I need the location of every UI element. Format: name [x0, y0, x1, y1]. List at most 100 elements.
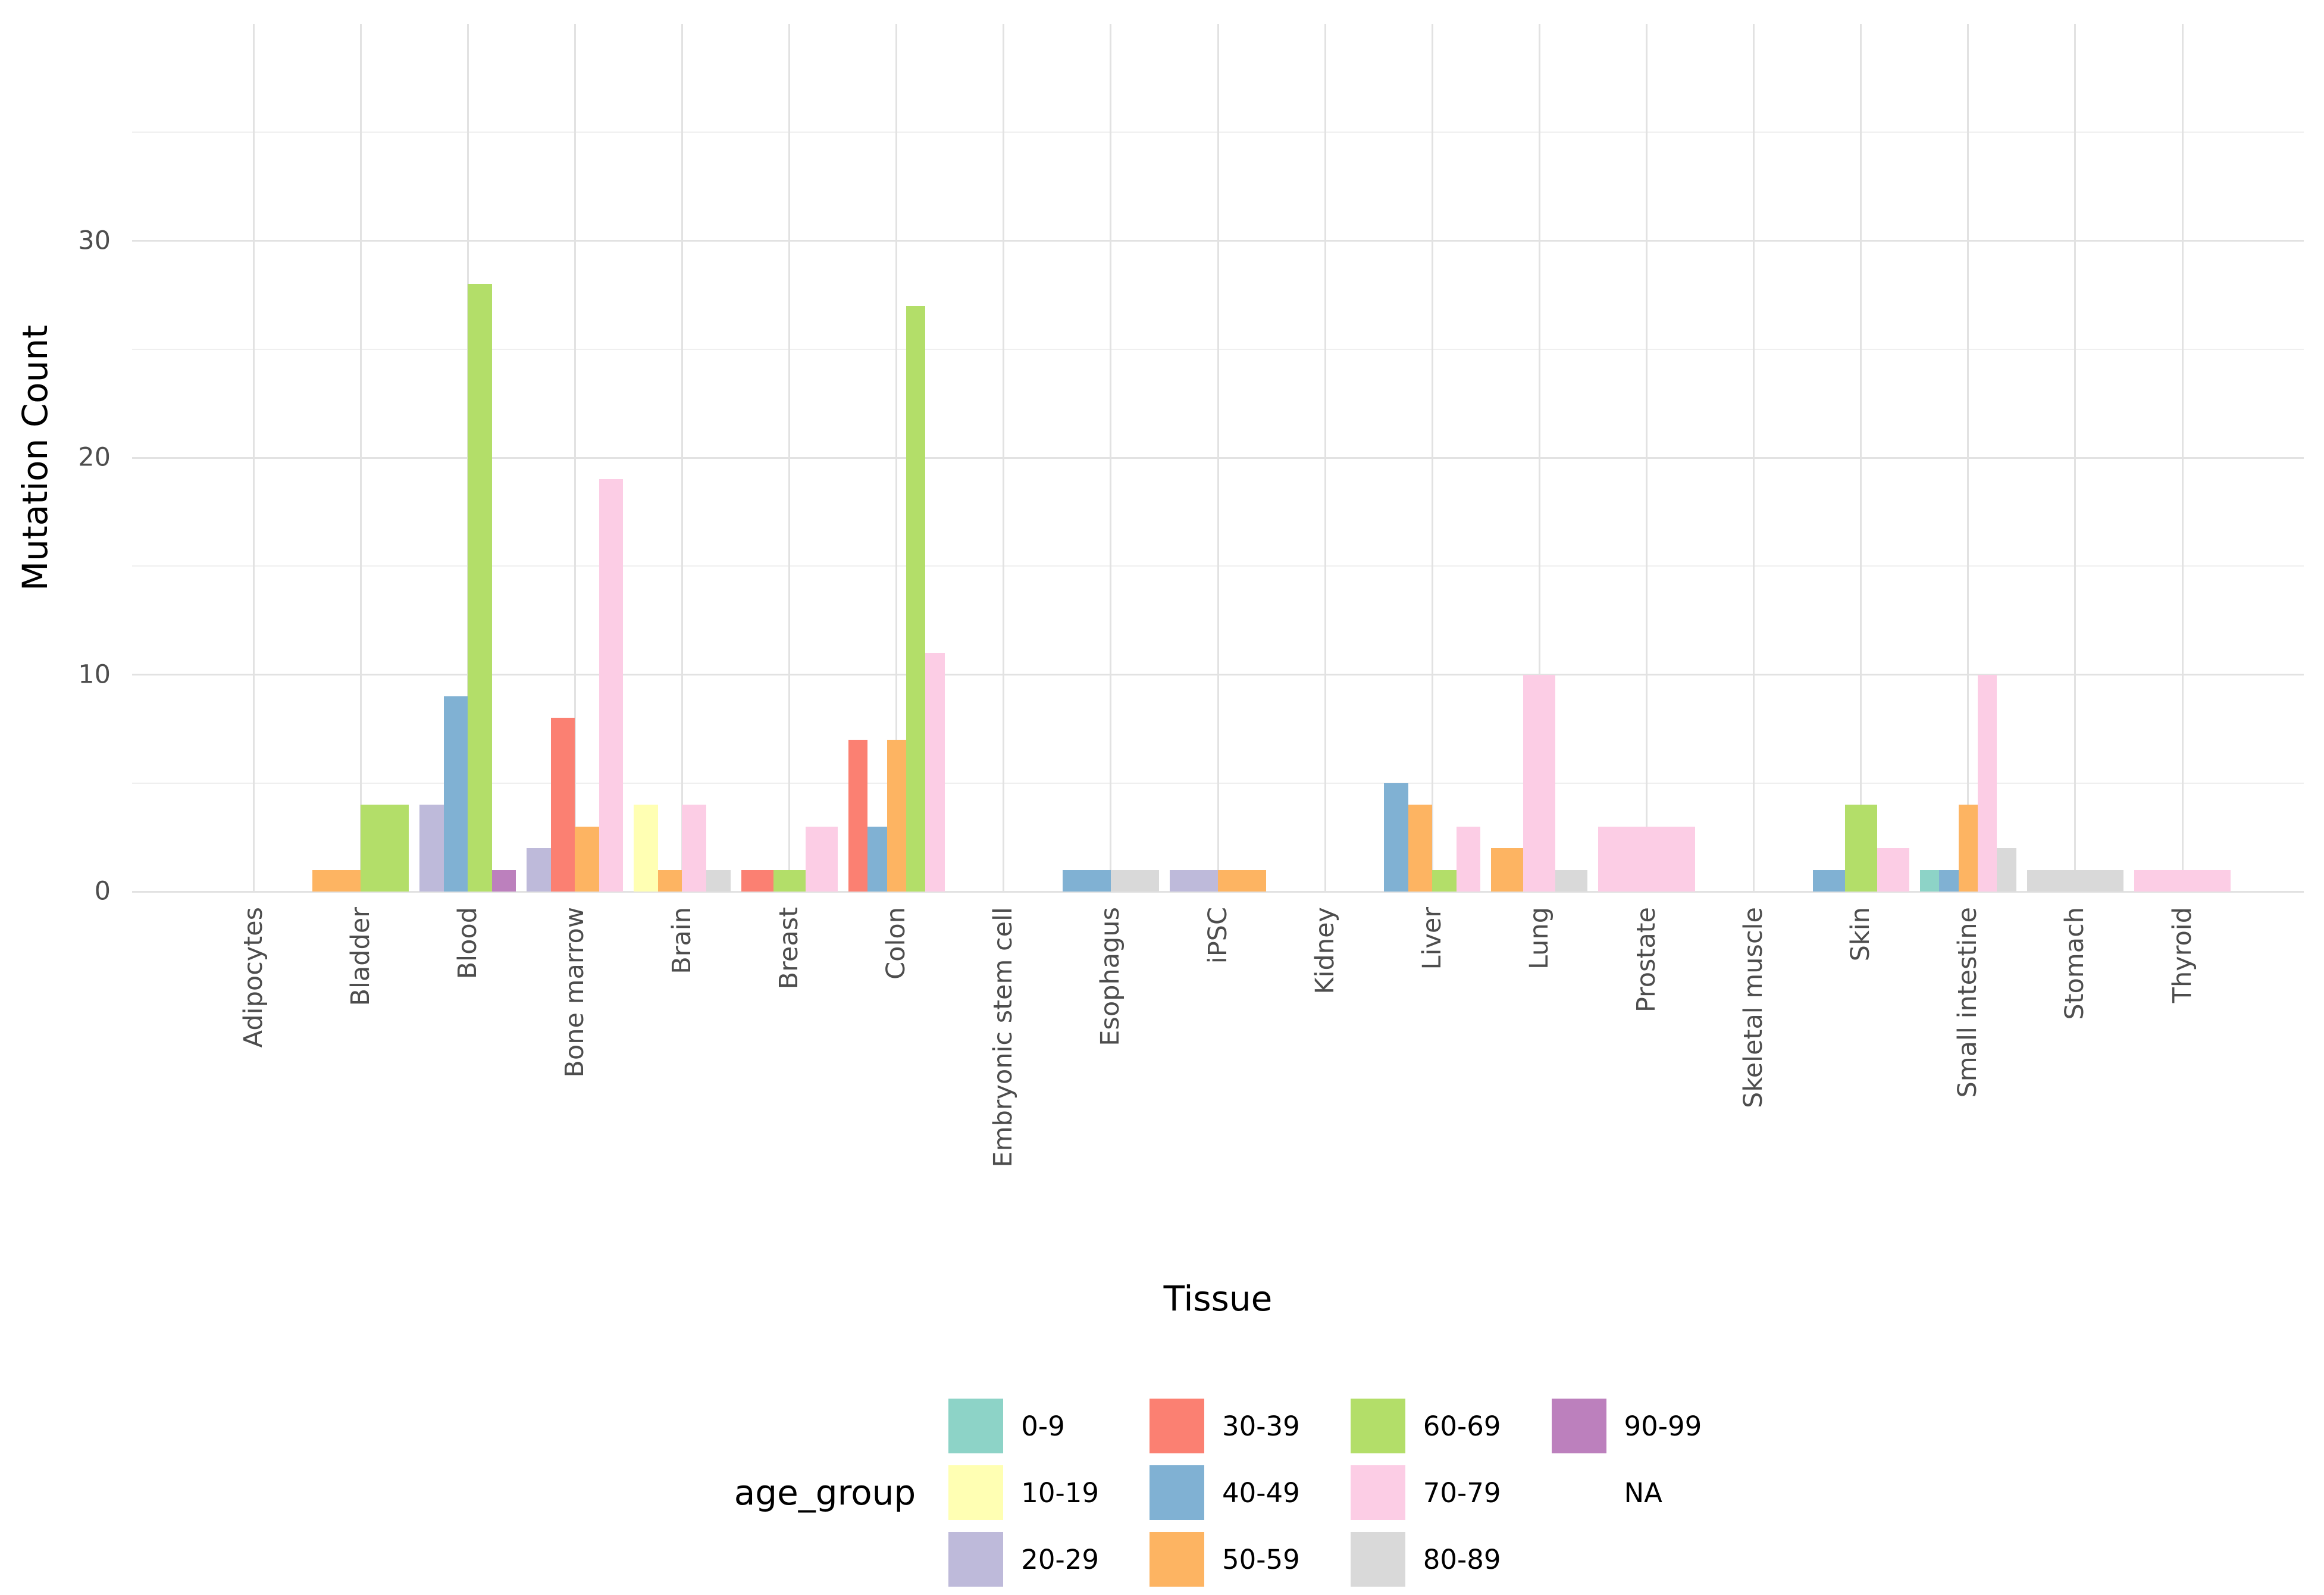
- legend-swatch-90-99: [1551, 1399, 1606, 1453]
- x-tick-label-colon: Colon: [881, 907, 912, 980]
- bar-bladder-60-69: [361, 805, 409, 892]
- x-tick-slot-colon: Colon: [843, 907, 950, 1270]
- x-tick-slot-stomach: Stomach: [2022, 907, 2129, 1270]
- bar-colon-30-39: [848, 739, 868, 892]
- bar-group-lung: [1486, 24, 1593, 892]
- x-tick-slot-liver: Liver: [1379, 907, 1486, 1270]
- bar-colon-50-59: [887, 739, 906, 892]
- legend-label-60-69: 60-69: [1423, 1410, 1501, 1442]
- legend-label-40-49: 40-49: [1221, 1477, 1300, 1509]
- legend-label-20-29: 20-29: [1021, 1543, 1099, 1575]
- legend: age_group 0-9 10-19 20-29 30-39 40-49 50-59 60…: [132, 1399, 2304, 1587]
- bar-liver-60-69: [1432, 870, 1457, 892]
- category-slot-bladder: [307, 24, 414, 892]
- bar-group-thyroid: [2129, 24, 2236, 892]
- x-tick-slot-bone-marrow: Bone marrow: [521, 907, 628, 1270]
- legend-swatch-50-59: [1149, 1532, 1204, 1587]
- x-tick-label-bone-marrow: Bone marrow: [559, 907, 590, 1078]
- bar-prostate-70-79: [1598, 826, 1695, 892]
- category-slot-adipocytes: [200, 24, 307, 892]
- x-tick-slot-skin: Skin: [1808, 907, 1915, 1270]
- category-slot-brain: [628, 24, 735, 892]
- vertical-gridline-stomach: [2074, 24, 2076, 892]
- vertical-gridline-esophagus: [1110, 24, 1112, 892]
- bar-colon-60-69: [906, 305, 926, 892]
- legend-item-20-29: 20-29: [948, 1532, 1099, 1587]
- bar-skin-60-69: [1844, 805, 1877, 892]
- vertical-gridline-prostate: [1645, 24, 1648, 892]
- category-slot-small-intestine: [1915, 24, 2022, 892]
- bar-skin-40-49: [1812, 870, 1845, 892]
- bar-bone-marrow-30-39: [550, 718, 575, 892]
- legend-label-10-19: 10-19: [1021, 1477, 1099, 1509]
- bar-bladder-50-59: [312, 870, 361, 892]
- x-tick-label-liver: Liver: [1417, 907, 1447, 970]
- x-tick-slot-embryonic-stem-cell: Embryonic stem cell: [950, 907, 1057, 1270]
- bar-group-embryonic-stem-cell: [950, 24, 1057, 892]
- bar-group-esophagus: [1057, 24, 1164, 892]
- bar-breast-30-39: [741, 870, 773, 892]
- legend-item-40-49: 40-49: [1149, 1465, 1300, 1520]
- category-slot-bone-marrow: [521, 24, 628, 892]
- bar-blood-60-69: [468, 284, 492, 892]
- bar-ipsc-20-29: [1169, 870, 1219, 892]
- legend-item-50-59: 50-59: [1149, 1532, 1300, 1587]
- x-tick-slot-ipsc: iPSC: [1164, 907, 1271, 1270]
- bar-group-kidney: [1271, 24, 1379, 892]
- legend-item-10-19: 10-19: [948, 1465, 1099, 1520]
- bar-group-bone-marrow: [521, 24, 628, 892]
- category-slot-stomach: [2022, 24, 2129, 892]
- plot-panel: [132, 24, 2304, 893]
- bar-breast-70-79: [805, 826, 838, 892]
- vertical-gridline-lung: [1538, 24, 1540, 892]
- x-tick-label-ipsc: iPSC: [1202, 907, 1233, 964]
- y-tick-label-30: 30: [78, 226, 111, 255]
- x-tick-label-brain: Brain: [666, 907, 697, 974]
- category-slots: [132, 24, 2304, 892]
- category-slot-skeletal-muscle: [1700, 24, 1808, 892]
- legend-label-80-89: 80-89: [1423, 1543, 1501, 1575]
- bar-liver-70-79: [1456, 826, 1481, 892]
- vertical-gridline-small-intestine: [1967, 24, 1969, 892]
- x-tick-label-prostate: Prostate: [1631, 907, 1661, 1013]
- category-slot-breast: [736, 24, 843, 892]
- bar-breast-60-69: [773, 870, 806, 892]
- vertical-gridline-liver: [1431, 24, 1433, 892]
- x-tick-label-kidney: Kidney: [1310, 907, 1340, 994]
- x-tick-slot-small-intestine: Small intestine: [1915, 907, 2022, 1270]
- x-tick-slot-adipocytes: Adipocytes: [200, 907, 307, 1270]
- legend-item-na: NA: [1551, 1465, 1702, 1520]
- vertical-gridline-brain: [681, 24, 683, 892]
- vertical-gridline-ipsc: [1217, 24, 1219, 892]
- x-axis-title: Tissue: [1163, 1278, 1273, 1319]
- bar-group-breast: [736, 24, 843, 892]
- bar-group-adipocytes: [200, 24, 307, 892]
- x-tick-slot-prostate: Prostate: [1593, 907, 1700, 1270]
- legend-swatch-40-49: [1149, 1465, 1204, 1520]
- legend-label-90-99: 90-99: [1624, 1410, 1702, 1442]
- bar-blood-40-49: [443, 696, 468, 892]
- vertical-gridline-bone-marrow: [574, 24, 576, 892]
- bar-blood-20-29: [419, 805, 444, 892]
- bar-group-ipsc: [1164, 24, 1271, 892]
- bar-brain-80-89: [706, 870, 731, 892]
- category-slot-ipsc: [1164, 24, 1271, 892]
- legend-item-30-39: 30-39: [1149, 1399, 1300, 1453]
- category-slot-lung: [1486, 24, 1593, 892]
- x-tick-slot-brain: Brain: [628, 907, 735, 1270]
- x-tick-slot-kidney: Kidney: [1271, 907, 1379, 1270]
- vertical-gridline-bladder: [359, 24, 362, 892]
- legend-swatch-80-89: [1350, 1532, 1405, 1587]
- bar-colon-70-79: [925, 653, 945, 892]
- major-gridline-y-0: [132, 890, 2304, 893]
- category-slot-skin: [1808, 24, 1915, 892]
- category-slot-esophagus: [1057, 24, 1164, 892]
- bar-lung-70-79: [1523, 674, 1556, 892]
- bar-blood-90-99: [491, 870, 516, 892]
- bar-group-liver: [1379, 24, 1486, 892]
- bar-group-small-intestine: [1915, 24, 2022, 892]
- legend-label-50-59: 50-59: [1221, 1543, 1300, 1575]
- bar-colon-40-49: [867, 826, 887, 892]
- x-tick-label-bladder: Bladder: [345, 907, 375, 1006]
